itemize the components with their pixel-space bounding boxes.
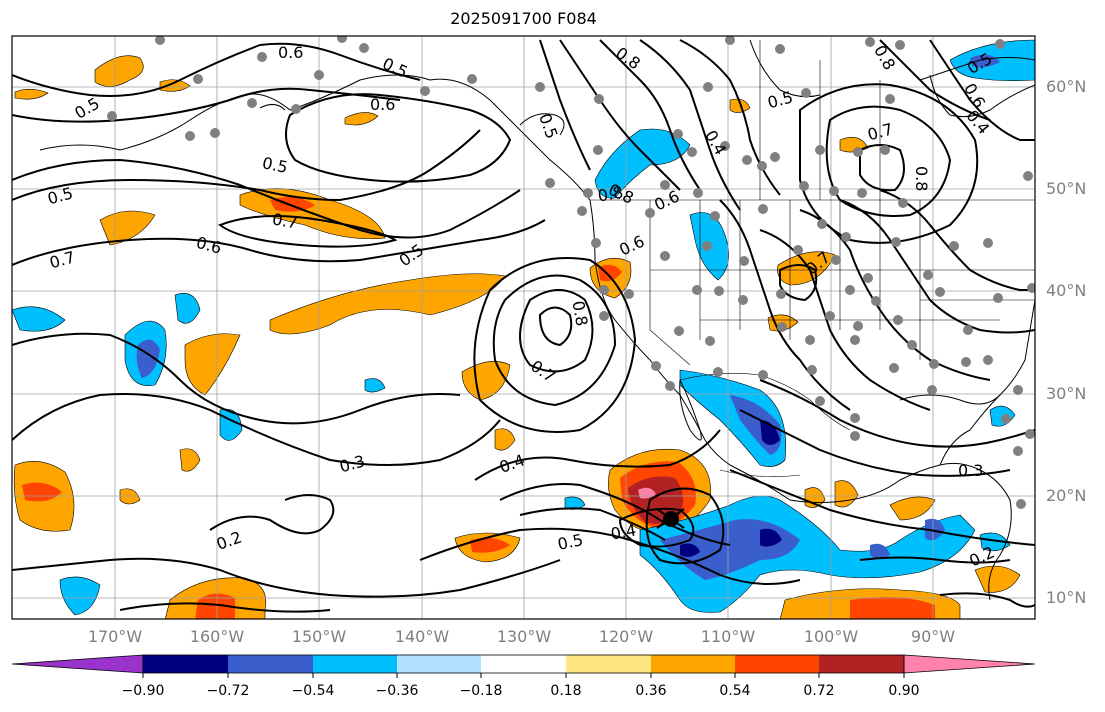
contour-label: 0.8 [596, 182, 624, 205]
colorbar-segment [481, 655, 566, 673]
colorbar [11, 654, 1036, 678]
contour-label: 0.3 [958, 461, 983, 480]
longitude-label: 140°W [394, 627, 450, 646]
colorbar-tick-label: −0.54 [291, 683, 335, 699]
contour-label: 0.8 [912, 166, 931, 191]
gridlines [12, 36, 1035, 619]
colorbar-tick-label: −0.72 [206, 683, 250, 699]
contour-label: 0.7 [271, 209, 299, 232]
colorbar-tick-label: 0.18 [550, 683, 582, 699]
longitude-label: 170°W [87, 627, 143, 646]
storm-center-cross [656, 508, 685, 529]
borders [590, 40, 1035, 477]
contour-label: 0.5 [556, 530, 585, 554]
map-title: 2025091700 F084 [450, 9, 597, 28]
colorbar-frame [142, 654, 905, 674]
colorbar-segment [651, 655, 735, 673]
colorbar-segment [228, 655, 313, 673]
colorbar-segment [143, 655, 228, 673]
colorbar-tick-label: −0.90 [121, 683, 165, 699]
longitude-label: 160°W [189, 627, 245, 646]
contour-label: 0.5 [261, 153, 290, 177]
colorbar-segment [566, 655, 651, 673]
colorbar-tick-label: 0.36 [635, 683, 667, 699]
colorbar-extend-high [903, 654, 1036, 674]
contours [12, 39, 1035, 613]
latitude-label: 60°N [1046, 77, 1087, 96]
colorbar-tick-label: 0.90 [888, 683, 920, 699]
latitude-label: 50°N [1046, 179, 1087, 198]
longitude-label: 110°W [700, 627, 756, 646]
latitude-label: 30°N [1046, 384, 1087, 403]
longitude-label: 100°W [803, 627, 859, 646]
longitude-label: 150°W [291, 627, 347, 646]
latitude-label: 10°N [1046, 588, 1087, 607]
colorbar-segment [819, 655, 904, 673]
colorbar-segment [397, 655, 481, 673]
colorbar-tick-label: −0.36 [375, 683, 419, 699]
latitude-label: 40°N [1046, 281, 1087, 300]
colorbar-segment [313, 655, 397, 673]
colorbar-tick-label: 0.54 [719, 683, 751, 699]
contour-label: 0.6 [278, 43, 303, 62]
longitude-label: 130°W [496, 627, 552, 646]
colorbar-extend-low [11, 654, 144, 674]
latitude-label: 20°N [1046, 486, 1087, 505]
contour-label: 0.8 [568, 299, 591, 327]
colorbar-tick-label: 0.72 [803, 683, 835, 699]
map-frame [11, 35, 1036, 620]
longitude-label: 90°W [910, 627, 956, 646]
longitude-label: 120°W [598, 627, 654, 646]
station-markers [107, 36, 1035, 509]
coastlines [39, 39, 1035, 601]
colorbar-tick-label: −0.18 [459, 683, 503, 699]
contour-label: 0.6 [370, 95, 395, 114]
colorbar-segment [735, 655, 819, 673]
contour-label: 0.4 [609, 520, 637, 543]
